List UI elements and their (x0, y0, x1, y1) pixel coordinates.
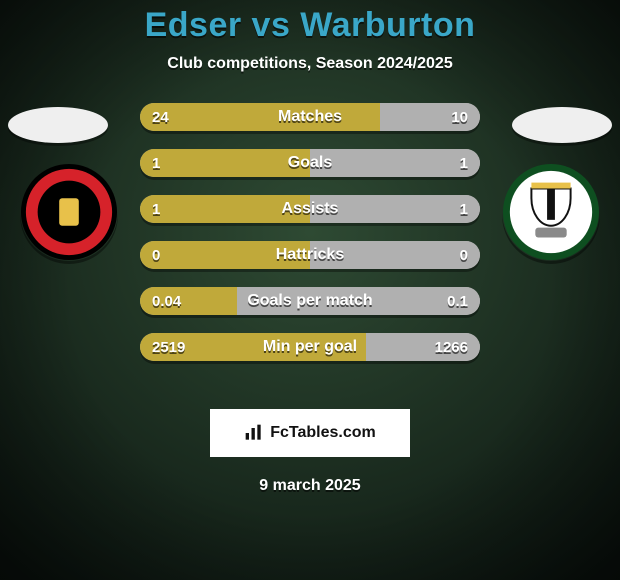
stat-bar-right (310, 149, 480, 177)
stat-bar-left (140, 195, 310, 223)
comparison-bars: Matches2410 Goals11 Assists11 Hattricks00 Go… (140, 103, 480, 379)
stat-bar-left (140, 241, 310, 269)
club-crest-right-svg (502, 163, 600, 261)
stat-bar-left (140, 333, 366, 361)
stat-bar-left (140, 103, 380, 131)
attribution-text: FcTables.com (270, 424, 376, 442)
stat-bar-right (310, 195, 480, 223)
stat-row: Goals per match0.040.1 (140, 287, 480, 315)
stat-bar-right (366, 333, 480, 361)
stat-bar-right (237, 287, 480, 315)
subtitle: Club competitions, Season 2024/2025 (0, 55, 620, 73)
stat-bar-left (140, 149, 310, 177)
stat-row: Assists11 (140, 195, 480, 223)
attribution-badge: FcTables.com (210, 409, 410, 457)
club-crest-right (502, 163, 600, 261)
stat-bar-right (310, 241, 480, 269)
stat-bar-right (380, 103, 480, 131)
comparison-stage: Matches2410 Goals11 Assists11 Hattricks00 Go… (0, 103, 620, 403)
player-photo-left (8, 107, 108, 143)
stat-row: Goals11 (140, 149, 480, 177)
page: Edser vs Warburton Club competitions, Se… (0, 0, 620, 580)
stat-row: Matches2410 (140, 103, 480, 131)
stat-row: Hattricks00 (140, 241, 480, 269)
stat-bar-left (140, 287, 237, 315)
bar-chart-icon (244, 423, 264, 443)
club-crest-left (20, 163, 118, 261)
club-crest-left-svg (20, 163, 118, 261)
player-photo-right (512, 107, 612, 143)
date-label: 9 march 2025 (0, 477, 620, 495)
stat-row: Min per goal25191266 (140, 333, 480, 361)
page-title: Edser vs Warburton (0, 6, 620, 45)
